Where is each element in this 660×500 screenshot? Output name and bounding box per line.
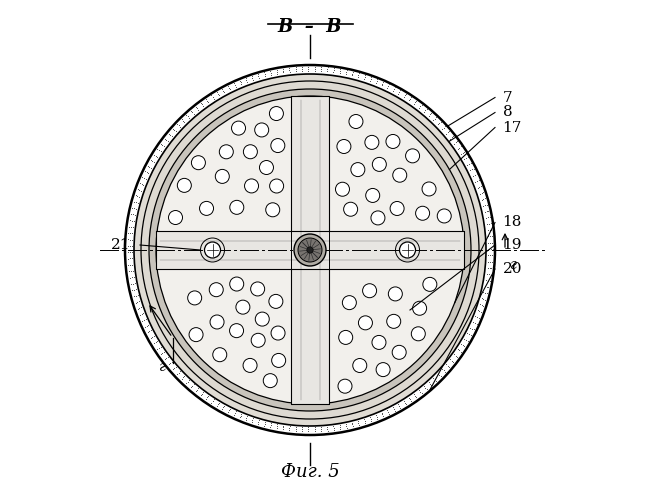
Circle shape: [358, 316, 372, 330]
Circle shape: [343, 296, 356, 310]
Circle shape: [271, 326, 285, 340]
Text: 20: 20: [502, 262, 522, 276]
Circle shape: [245, 179, 259, 193]
Circle shape: [366, 188, 380, 202]
Circle shape: [399, 242, 416, 258]
Circle shape: [272, 354, 286, 368]
Circle shape: [371, 211, 385, 225]
Circle shape: [232, 121, 246, 135]
Circle shape: [244, 144, 257, 158]
Circle shape: [386, 134, 400, 148]
Circle shape: [230, 324, 244, 338]
Circle shape: [294, 234, 326, 266]
Circle shape: [337, 140, 351, 153]
Circle shape: [271, 138, 285, 152]
Circle shape: [209, 282, 223, 296]
Bar: [156, 231, 464, 269]
Circle shape: [372, 336, 386, 349]
Text: 21: 21: [110, 238, 130, 252]
Circle shape: [411, 327, 425, 341]
Circle shape: [259, 160, 273, 174]
Circle shape: [393, 168, 407, 182]
Circle shape: [270, 179, 284, 193]
Circle shape: [205, 242, 220, 258]
Circle shape: [230, 277, 244, 291]
Circle shape: [255, 123, 269, 137]
Text: 19: 19: [502, 238, 522, 252]
Text: Фиг. 5: Фиг. 5: [280, 463, 339, 481]
Circle shape: [199, 202, 214, 215]
Circle shape: [255, 312, 269, 326]
Circle shape: [269, 106, 283, 120]
Circle shape: [189, 328, 203, 342]
Circle shape: [219, 145, 233, 159]
Circle shape: [210, 315, 224, 329]
Bar: [291, 96, 329, 404]
Circle shape: [243, 358, 257, 372]
Circle shape: [134, 74, 486, 426]
Circle shape: [412, 302, 426, 316]
Circle shape: [372, 158, 386, 172]
Circle shape: [387, 314, 401, 328]
Circle shape: [236, 300, 250, 314]
Circle shape: [266, 203, 280, 217]
Text: 18: 18: [502, 216, 522, 230]
Circle shape: [344, 202, 358, 216]
Circle shape: [416, 206, 430, 220]
Circle shape: [215, 170, 229, 183]
Circle shape: [149, 89, 471, 411]
Circle shape: [422, 182, 436, 196]
Circle shape: [156, 96, 464, 404]
Circle shape: [392, 346, 406, 360]
Circle shape: [178, 178, 191, 192]
Circle shape: [352, 358, 367, 372]
Circle shape: [349, 114, 363, 128]
Circle shape: [191, 156, 205, 170]
Circle shape: [187, 291, 202, 305]
Circle shape: [339, 330, 352, 344]
Circle shape: [365, 136, 379, 149]
Circle shape: [362, 284, 377, 298]
Circle shape: [298, 238, 322, 262]
Text: г: г: [159, 360, 166, 374]
Circle shape: [406, 149, 420, 163]
Circle shape: [376, 362, 390, 376]
Circle shape: [141, 81, 479, 419]
Circle shape: [269, 294, 283, 308]
Circle shape: [351, 162, 365, 176]
Circle shape: [388, 287, 403, 301]
Circle shape: [437, 209, 451, 223]
Text: 7: 7: [502, 90, 512, 104]
Circle shape: [338, 379, 352, 393]
Text: 17: 17: [502, 120, 522, 134]
Circle shape: [263, 374, 277, 388]
Circle shape: [390, 202, 404, 215]
Text: г: г: [510, 258, 517, 272]
Circle shape: [125, 65, 495, 435]
Circle shape: [168, 210, 183, 224]
Circle shape: [230, 200, 244, 214]
Text: 8: 8: [502, 106, 512, 120]
Circle shape: [213, 348, 227, 362]
Circle shape: [335, 182, 350, 196]
Circle shape: [251, 282, 265, 296]
Circle shape: [307, 247, 314, 253]
Circle shape: [423, 278, 437, 291]
Circle shape: [251, 334, 265, 347]
Text: В  –  В: В – В: [278, 18, 343, 36]
